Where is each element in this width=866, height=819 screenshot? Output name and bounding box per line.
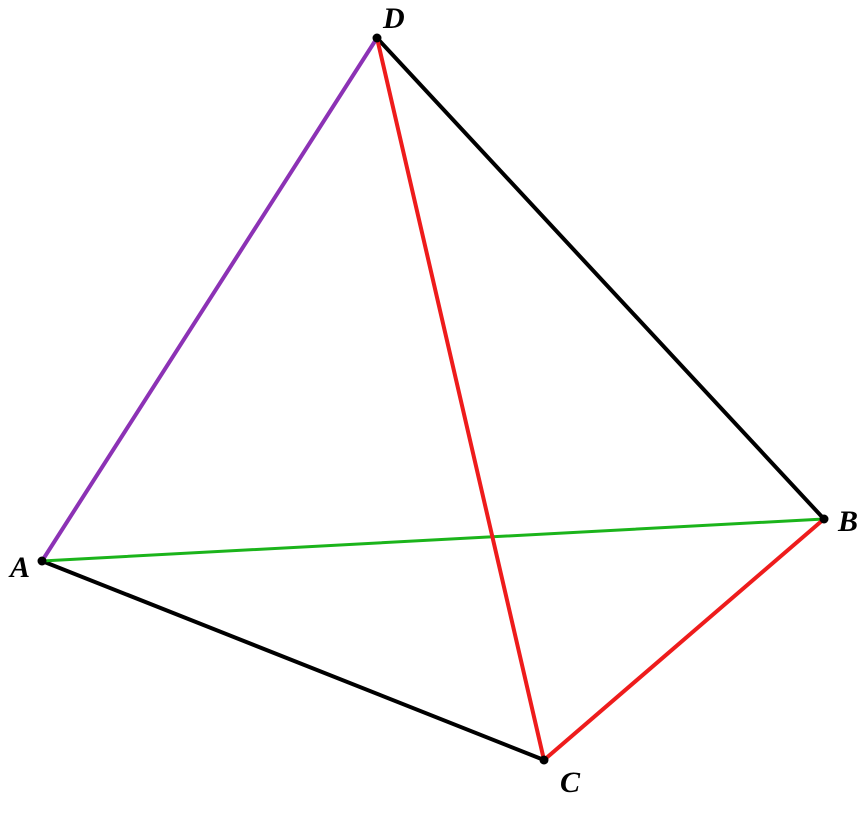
edge-cb [544, 519, 824, 760]
edge-dc [377, 38, 544, 760]
vertex-b [820, 515, 829, 524]
edge-ac [42, 561, 544, 760]
vertex-d [373, 34, 382, 43]
vertex-a [38, 557, 47, 566]
tetrahedron-diagram [0, 0, 866, 819]
vertex-label-d: D [383, 2, 405, 36]
vertex-label-b: B [838, 505, 858, 539]
edge-ab [42, 519, 824, 561]
edge-db [377, 38, 824, 519]
edge-ad [42, 38, 377, 561]
vertex-label-a: A [10, 551, 30, 585]
vertex-label-c: C [560, 766, 580, 800]
vertex-c [540, 756, 549, 765]
